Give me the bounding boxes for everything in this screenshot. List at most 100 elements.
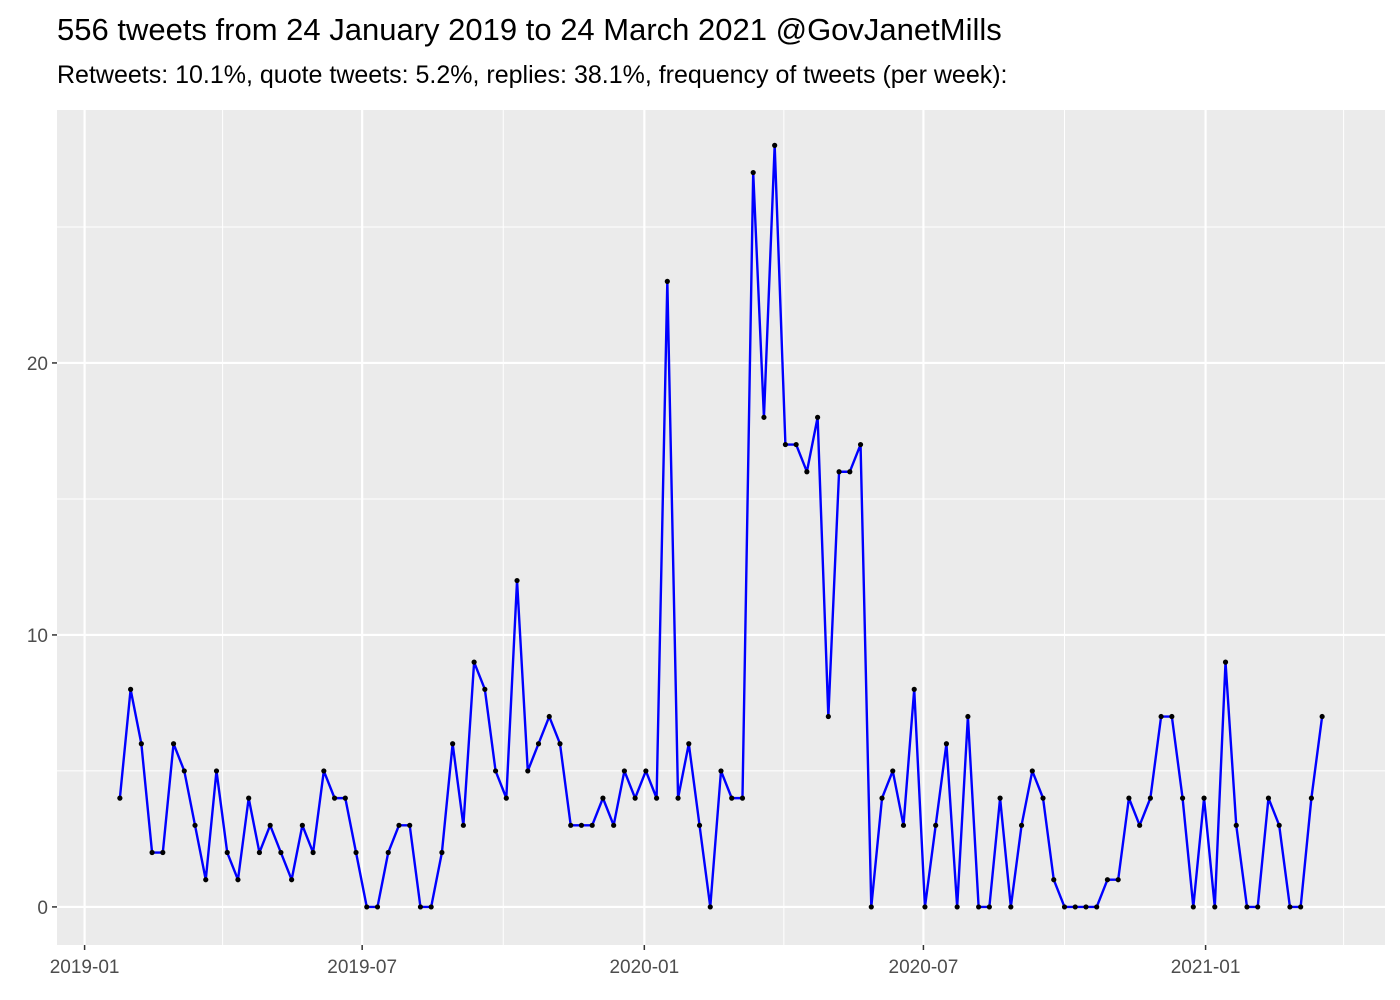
x-tick-label: 2020-01 (609, 957, 679, 978)
data-point (170, 741, 177, 747)
data-point (600, 795, 606, 801)
data-point (804, 469, 810, 475)
data-point (278, 849, 284, 856)
data-point (1287, 904, 1293, 910)
data-point (611, 822, 617, 828)
data-point (428, 904, 434, 910)
data-point (482, 686, 488, 692)
x-tick-label: 2020-07 (889, 957, 959, 978)
data-point (117, 795, 123, 801)
data-point (1158, 713, 1164, 720)
data-point (836, 469, 842, 475)
data-point (782, 441, 789, 448)
data-point (374, 904, 381, 910)
x-tick-label: 2019-01 (50, 957, 120, 978)
data-point (460, 822, 466, 828)
data-point (825, 713, 831, 720)
data-point (718, 768, 724, 774)
data-point (1083, 904, 1089, 910)
data-point (160, 849, 166, 856)
data-point (1190, 904, 1196, 910)
data-point (675, 795, 681, 801)
data-point (385, 849, 391, 856)
data-point (525, 768, 531, 774)
data-point (471, 659, 477, 665)
data-point (1222, 659, 1229, 665)
data-point (1308, 795, 1314, 801)
data-point (664, 278, 670, 284)
data-point (707, 904, 713, 910)
data-point (138, 741, 144, 747)
data-point (943, 741, 950, 747)
data-point (986, 904, 992, 910)
data-point (621, 768, 627, 774)
data-point (879, 795, 885, 801)
data-point (739, 795, 746, 801)
data-point (246, 795, 252, 801)
data-point (761, 414, 767, 420)
data-point (256, 849, 263, 856)
x-tick-label: 2019-07 (327, 957, 397, 978)
data-point (578, 822, 585, 828)
data-point (686, 741, 692, 747)
data-point (224, 849, 230, 856)
data-point (1029, 768, 1035, 774)
data-point (396, 822, 402, 828)
data-point (1212, 904, 1218, 910)
data-point (589, 822, 595, 828)
data-point (310, 849, 316, 856)
chart-subtitle: Retweets: 10.1%, quote tweets: 5.2%, rep… (57, 61, 1008, 89)
data-point (750, 169, 756, 176)
data-point (1244, 904, 1250, 910)
data-point (933, 822, 939, 828)
data-point (632, 795, 638, 801)
data-point (364, 904, 370, 910)
data-point (535, 741, 542, 747)
axes: 0 10 20 2019-01 2019-07 2020-01 2020-07 2021-01 (27, 354, 1241, 978)
data-points (117, 142, 1325, 910)
data-point (235, 877, 241, 883)
data-point (1147, 795, 1153, 801)
data-point (546, 713, 552, 720)
data-point (1255, 904, 1261, 910)
data-point (1179, 795, 1186, 801)
data-point (557, 741, 563, 747)
data-point (1051, 877, 1057, 883)
data-point (1319, 713, 1325, 720)
data-point (1008, 904, 1014, 910)
data-point (900, 822, 907, 828)
data-point (192, 822, 198, 828)
data-point (965, 713, 971, 720)
data-point (1201, 795, 1207, 801)
data-point (1115, 877, 1121, 883)
y-tick-label: 0 (37, 898, 48, 919)
data-point (331, 795, 338, 801)
y-tick-label: 10 (27, 626, 48, 647)
data-point (772, 142, 778, 148)
data-point (1126, 795, 1132, 801)
data-point (997, 795, 1003, 801)
data-point (1061, 904, 1068, 910)
data-point (439, 849, 445, 856)
data-point (407, 822, 413, 828)
data-point (911, 686, 917, 692)
data-point (1072, 904, 1078, 910)
data-point (793, 441, 799, 448)
data-point (1265, 795, 1272, 801)
data-point (1298, 904, 1304, 910)
data-point (492, 768, 499, 774)
data-point (267, 822, 273, 828)
data-point (289, 877, 295, 883)
data-point (342, 795, 348, 801)
data-point (1040, 795, 1046, 801)
data-point (922, 904, 928, 910)
data-point (643, 768, 649, 774)
data-point (568, 822, 574, 828)
data-point (1233, 822, 1239, 828)
data-point (203, 877, 209, 883)
data-point (417, 904, 424, 910)
data-point (696, 822, 703, 828)
data-point (847, 469, 853, 475)
data-point (653, 795, 660, 801)
